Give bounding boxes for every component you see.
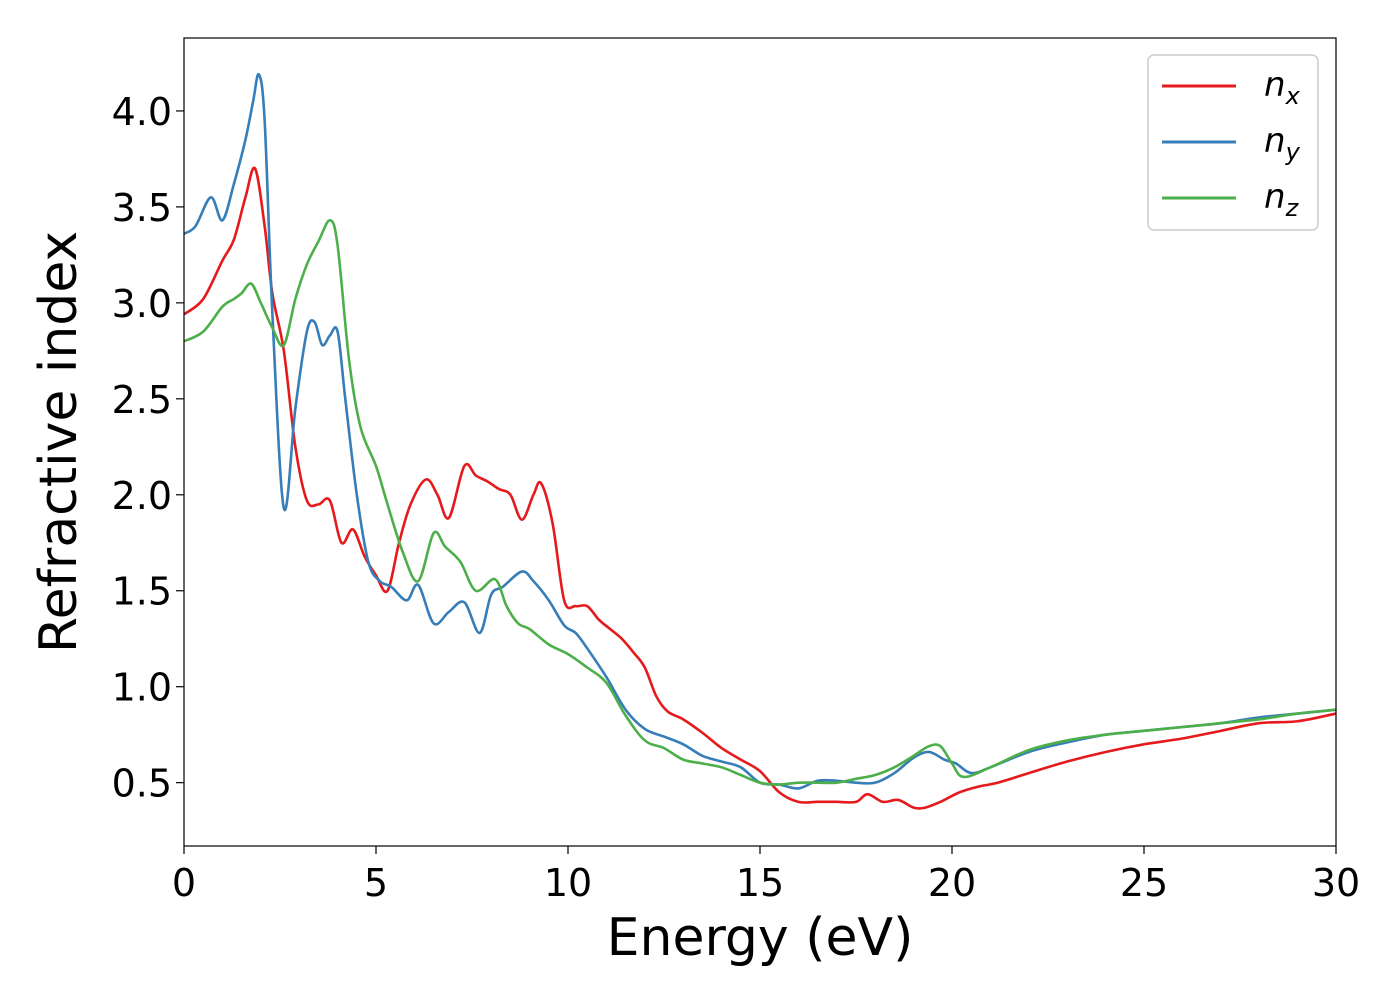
y-tick-label: 3.0 <box>112 282 172 326</box>
x-tick-label: 0 <box>172 861 196 905</box>
x-axis-title: Energy (eV) <box>607 908 914 968</box>
y-tick-label: 4.0 <box>112 90 172 134</box>
legend: nx ny nz <box>1147 54 1319 231</box>
x-tick-label: 25 <box>1120 861 1168 905</box>
legend-label-y: ny <box>1264 121 1301 166</box>
x-axis: 0 5 10 15 20 25 30 <box>172 846 1360 905</box>
y-tick-label: 2.0 <box>112 474 172 518</box>
y-tick-label: 3.5 <box>112 186 172 230</box>
series-line-z <box>183 219 1337 786</box>
y-axis: 0.5 1.0 1.5 2.0 2.5 3.0 3.5 4.0 <box>112 90 184 806</box>
x-tick-label: 10 <box>544 861 592 905</box>
y-tick-label: 1.5 <box>112 570 172 614</box>
x-tick-label: 5 <box>364 861 388 905</box>
legend-label-x: nx <box>1264 65 1301 110</box>
x-tick-label: 30 <box>1312 861 1360 905</box>
y-tick-label: 2.5 <box>112 378 172 422</box>
x-tick-label: 20 <box>928 861 976 905</box>
x-tick-label: 15 <box>736 861 784 905</box>
y-tick-label: 1.0 <box>112 666 172 710</box>
y-axis-title: Refractive index <box>29 231 89 653</box>
legend-label-z: nz <box>1264 177 1300 222</box>
series-line-x <box>183 166 1337 810</box>
y-tick-label: 0.5 <box>112 762 172 806</box>
series-layer <box>183 72 1337 810</box>
